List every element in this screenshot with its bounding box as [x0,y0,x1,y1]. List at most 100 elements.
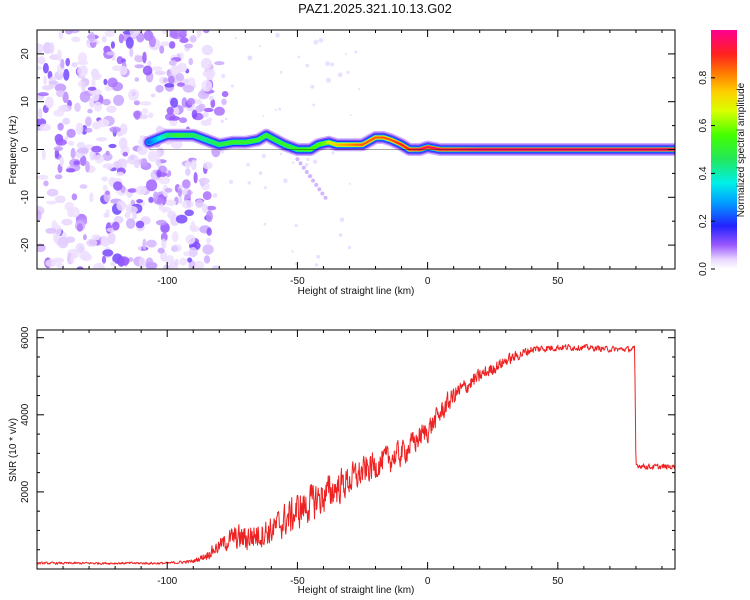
noise-blob [141,158,148,167]
noise-blob [193,172,198,184]
noise-speck [344,52,347,56]
noise-blob [37,43,44,55]
noise-blob [168,41,176,49]
noise-blob [185,168,191,176]
colorbar-label: Normalized spectral amplitude [736,82,747,217]
noise-blob [184,161,191,169]
snr-x-ticks: -100 -50 0 50 [36,330,663,587]
noise-blob [190,159,197,171]
noise-blob [155,158,161,166]
noise-blob [48,42,55,54]
noise-blob [96,137,108,142]
noise-blob [110,41,115,49]
noise-blob [165,199,177,206]
noise-blob [57,236,69,249]
noise-blob [147,150,159,162]
noise-speck [347,245,352,250]
noise-blob [87,86,97,91]
noise-blob [156,169,162,178]
noise-blob [106,105,117,114]
snr-y-ticks: 2000 4000 6000 [20,326,675,551]
snr-y-tick-label: 2000 [20,480,31,503]
noise-blob [124,212,131,219]
noise-blob [159,45,165,54]
noise-blob [196,30,202,38]
noise-speck [278,107,282,111]
noise-blob [137,145,148,156]
noise-speck [313,39,319,45]
noise-blob [37,66,43,71]
noise-blob [57,122,64,131]
noise-blob [101,255,107,264]
noise-blob [116,56,124,65]
noise-blob [158,176,171,185]
noise-blob [179,37,189,44]
noise-blob [128,88,139,101]
noise-blob [54,174,63,180]
spectrogram-y-tick-label: -10 [20,190,31,205]
noise-blob [210,98,216,108]
noise-blob [89,192,94,203]
noise-blob [108,143,117,149]
noise-blob [193,99,203,104]
noise-blob [85,116,92,127]
noise-blob [37,56,46,65]
noise-blob [214,61,225,66]
noise-blob [134,110,141,120]
noise-blob [191,109,198,119]
noise-blob [46,200,58,205]
noise-blob [64,201,75,211]
noise-blob [42,85,54,91]
noise-speck [294,262,298,266]
noise-blob [146,179,158,192]
noise-streak [323,195,328,200]
snr-y-tick-label: 6000 [20,326,31,349]
noise-blob [170,97,179,108]
noise-blob [88,31,96,42]
noise-blob [206,205,217,211]
noise-blob [198,177,210,185]
noise-blob [105,150,110,156]
noise-blob [61,218,73,226]
noise-blob [175,214,188,224]
noise-blob [188,247,198,258]
noise-speck [337,72,343,78]
figure-title: PAZ1.2025.321.10.13.G02 [298,1,452,16]
noise-blob [112,221,120,231]
snr-x-tick-label: -50 [290,576,305,587]
noise-streak [301,165,306,170]
noise-speck [339,217,345,223]
noise-blob [91,90,100,102]
noise-blob [37,209,42,222]
noise-blob [133,100,140,106]
noise-blob [37,92,49,97]
noise-blob [66,128,76,138]
noise-blob [116,200,127,211]
noise-blob [70,147,76,159]
noise-blob [71,62,78,68]
noise-speck [246,162,250,167]
noise-blob [153,191,159,201]
noise-speck [258,171,263,176]
noise-blob [154,70,166,76]
colorbar: 0.0 0.2 0.4 0.6 0.8 Normalized spectral ampl… [698,30,747,276]
noise-blob [168,116,181,121]
noise-blob [202,111,209,118]
noise-blob [54,224,62,236]
noise-streak [295,157,300,162]
noise-blob [179,257,188,266]
noise-blob [147,112,154,119]
noise-blob [203,255,211,264]
noise-blob [181,200,194,209]
colorbar-tick-label: 0.4 [698,166,709,180]
noise-blob [102,184,108,192]
noise-blob [162,77,169,83]
noise-blob [86,238,98,247]
noise-speck [316,254,321,259]
noise-blob [129,47,134,58]
spectrogram-y-tick-label: 0 [20,146,31,152]
noise-blob [62,117,71,125]
noise-blob [98,264,105,269]
noise-speck [291,161,295,164]
